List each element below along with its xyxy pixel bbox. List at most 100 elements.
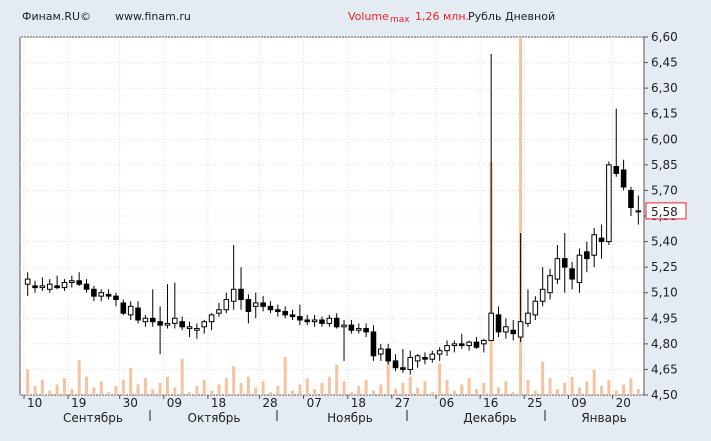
volume-bar (386, 355, 390, 395)
volume-bar (467, 378, 471, 395)
source-label: Финам.RU© (22, 10, 92, 23)
candle-body (61, 281, 68, 289)
volume-max-label: max (390, 15, 410, 25)
volume-bar (349, 392, 353, 395)
candle-body (503, 326, 509, 333)
y-axis: 6,606,456,306,156,005,855,705,555,405,25… (644, 30, 687, 402)
candle-body (238, 288, 244, 301)
candle-body (157, 321, 163, 326)
candle-body (194, 328, 200, 331)
x-day-label: 27 (395, 396, 410, 410)
volume-bar (416, 387, 420, 395)
volume-bar (165, 376, 169, 395)
candle-body (436, 350, 443, 355)
candle-body (179, 321, 185, 328)
candle-body (547, 275, 553, 294)
candle-body (341, 324, 347, 328)
volume-bar (320, 382, 324, 395)
volume-bar (136, 384, 140, 395)
candle-body (400, 367, 406, 370)
candle-body (613, 166, 620, 174)
volume-bar (85, 376, 89, 395)
candle-body (495, 314, 502, 333)
volume-bar (327, 376, 331, 395)
y-tick-label: 6,15 (651, 107, 678, 121)
volume-bar (335, 364, 339, 395)
volume-bar (364, 379, 368, 395)
candle-body (289, 314, 296, 318)
candle-body (473, 341, 480, 348)
candle-body (532, 300, 539, 316)
volume-bar (268, 392, 272, 395)
volume-bar (555, 389, 559, 395)
candle-body (429, 353, 436, 360)
candle-body (326, 317, 333, 324)
site-link[interactable]: www.finam.ru (115, 10, 191, 23)
volume-bar (570, 376, 574, 395)
candle-body (378, 348, 384, 355)
volume-bar (629, 378, 633, 395)
candle-body (569, 268, 575, 280)
volume-bar (519, 37, 523, 395)
candle-body (363, 328, 369, 333)
volume-bar (70, 389, 74, 395)
y-tick-label: 6,00 (651, 132, 678, 146)
x-day-label: 09 (571, 396, 586, 410)
x-day-label: 10 (27, 396, 42, 410)
candle-body (24, 278, 31, 285)
y-tick-label: 4,65 (651, 362, 678, 376)
volume-bar (143, 378, 147, 395)
volume-bar (77, 360, 81, 395)
candle-body (120, 302, 127, 314)
candle-body (591, 234, 597, 256)
candle-body (481, 339, 487, 345)
candle-body (444, 345, 450, 352)
y-tick-label: 4,50 (651, 388, 678, 402)
candle-body (539, 288, 546, 302)
candle-body (348, 324, 355, 331)
volume-bar (636, 389, 640, 395)
volume-bar (239, 382, 243, 395)
volume-bar (474, 389, 478, 395)
candle-body (620, 169, 627, 188)
candles (24, 54, 642, 375)
candle-body (628, 189, 634, 208)
volume-bar (254, 387, 258, 395)
x-day-label: 07 (307, 396, 322, 410)
candle-body (113, 295, 119, 301)
y-tick-label: 4,80 (651, 337, 678, 351)
volume-max-value: 1,26 млн. (415, 10, 470, 23)
volume-bar (107, 392, 111, 395)
volume-bar (298, 384, 302, 395)
candle-body (458, 343, 465, 347)
x-day-label: 09 (167, 396, 182, 410)
volume-bar (585, 381, 589, 395)
volume-bar (188, 392, 192, 395)
volume-bar (158, 382, 162, 395)
candle-body (297, 316, 303, 321)
volume-bar (548, 378, 552, 395)
volume-bar (438, 363, 442, 395)
volume-bar (423, 381, 427, 395)
volume-bar (563, 382, 567, 395)
x-day-label: 25 (527, 396, 542, 410)
volume-bar (62, 378, 66, 395)
volume-label: Volume (348, 10, 389, 23)
candle-body (576, 254, 583, 283)
volume-bar (408, 376, 412, 395)
volume-bar (614, 390, 618, 395)
y-tick-label: 6,60 (651, 30, 678, 44)
candle-body (392, 360, 399, 369)
volume-bar (600, 385, 604, 395)
x-day-label: 18 (351, 396, 366, 410)
volume-bar (210, 390, 214, 395)
last-value-label: 5,58 (651, 205, 678, 219)
candle-body (142, 317, 149, 323)
volume-bar (202, 379, 206, 395)
candle-body (98, 292, 105, 297)
x-month-label: Октябрь (188, 411, 241, 425)
x-axis: 10 19 30 09 18 28 07 18 27 06 16 25 09 20 Сентябрь Октя… (23, 395, 631, 425)
y-tick-label: 4,95 (651, 311, 678, 325)
candle-body (91, 288, 97, 297)
